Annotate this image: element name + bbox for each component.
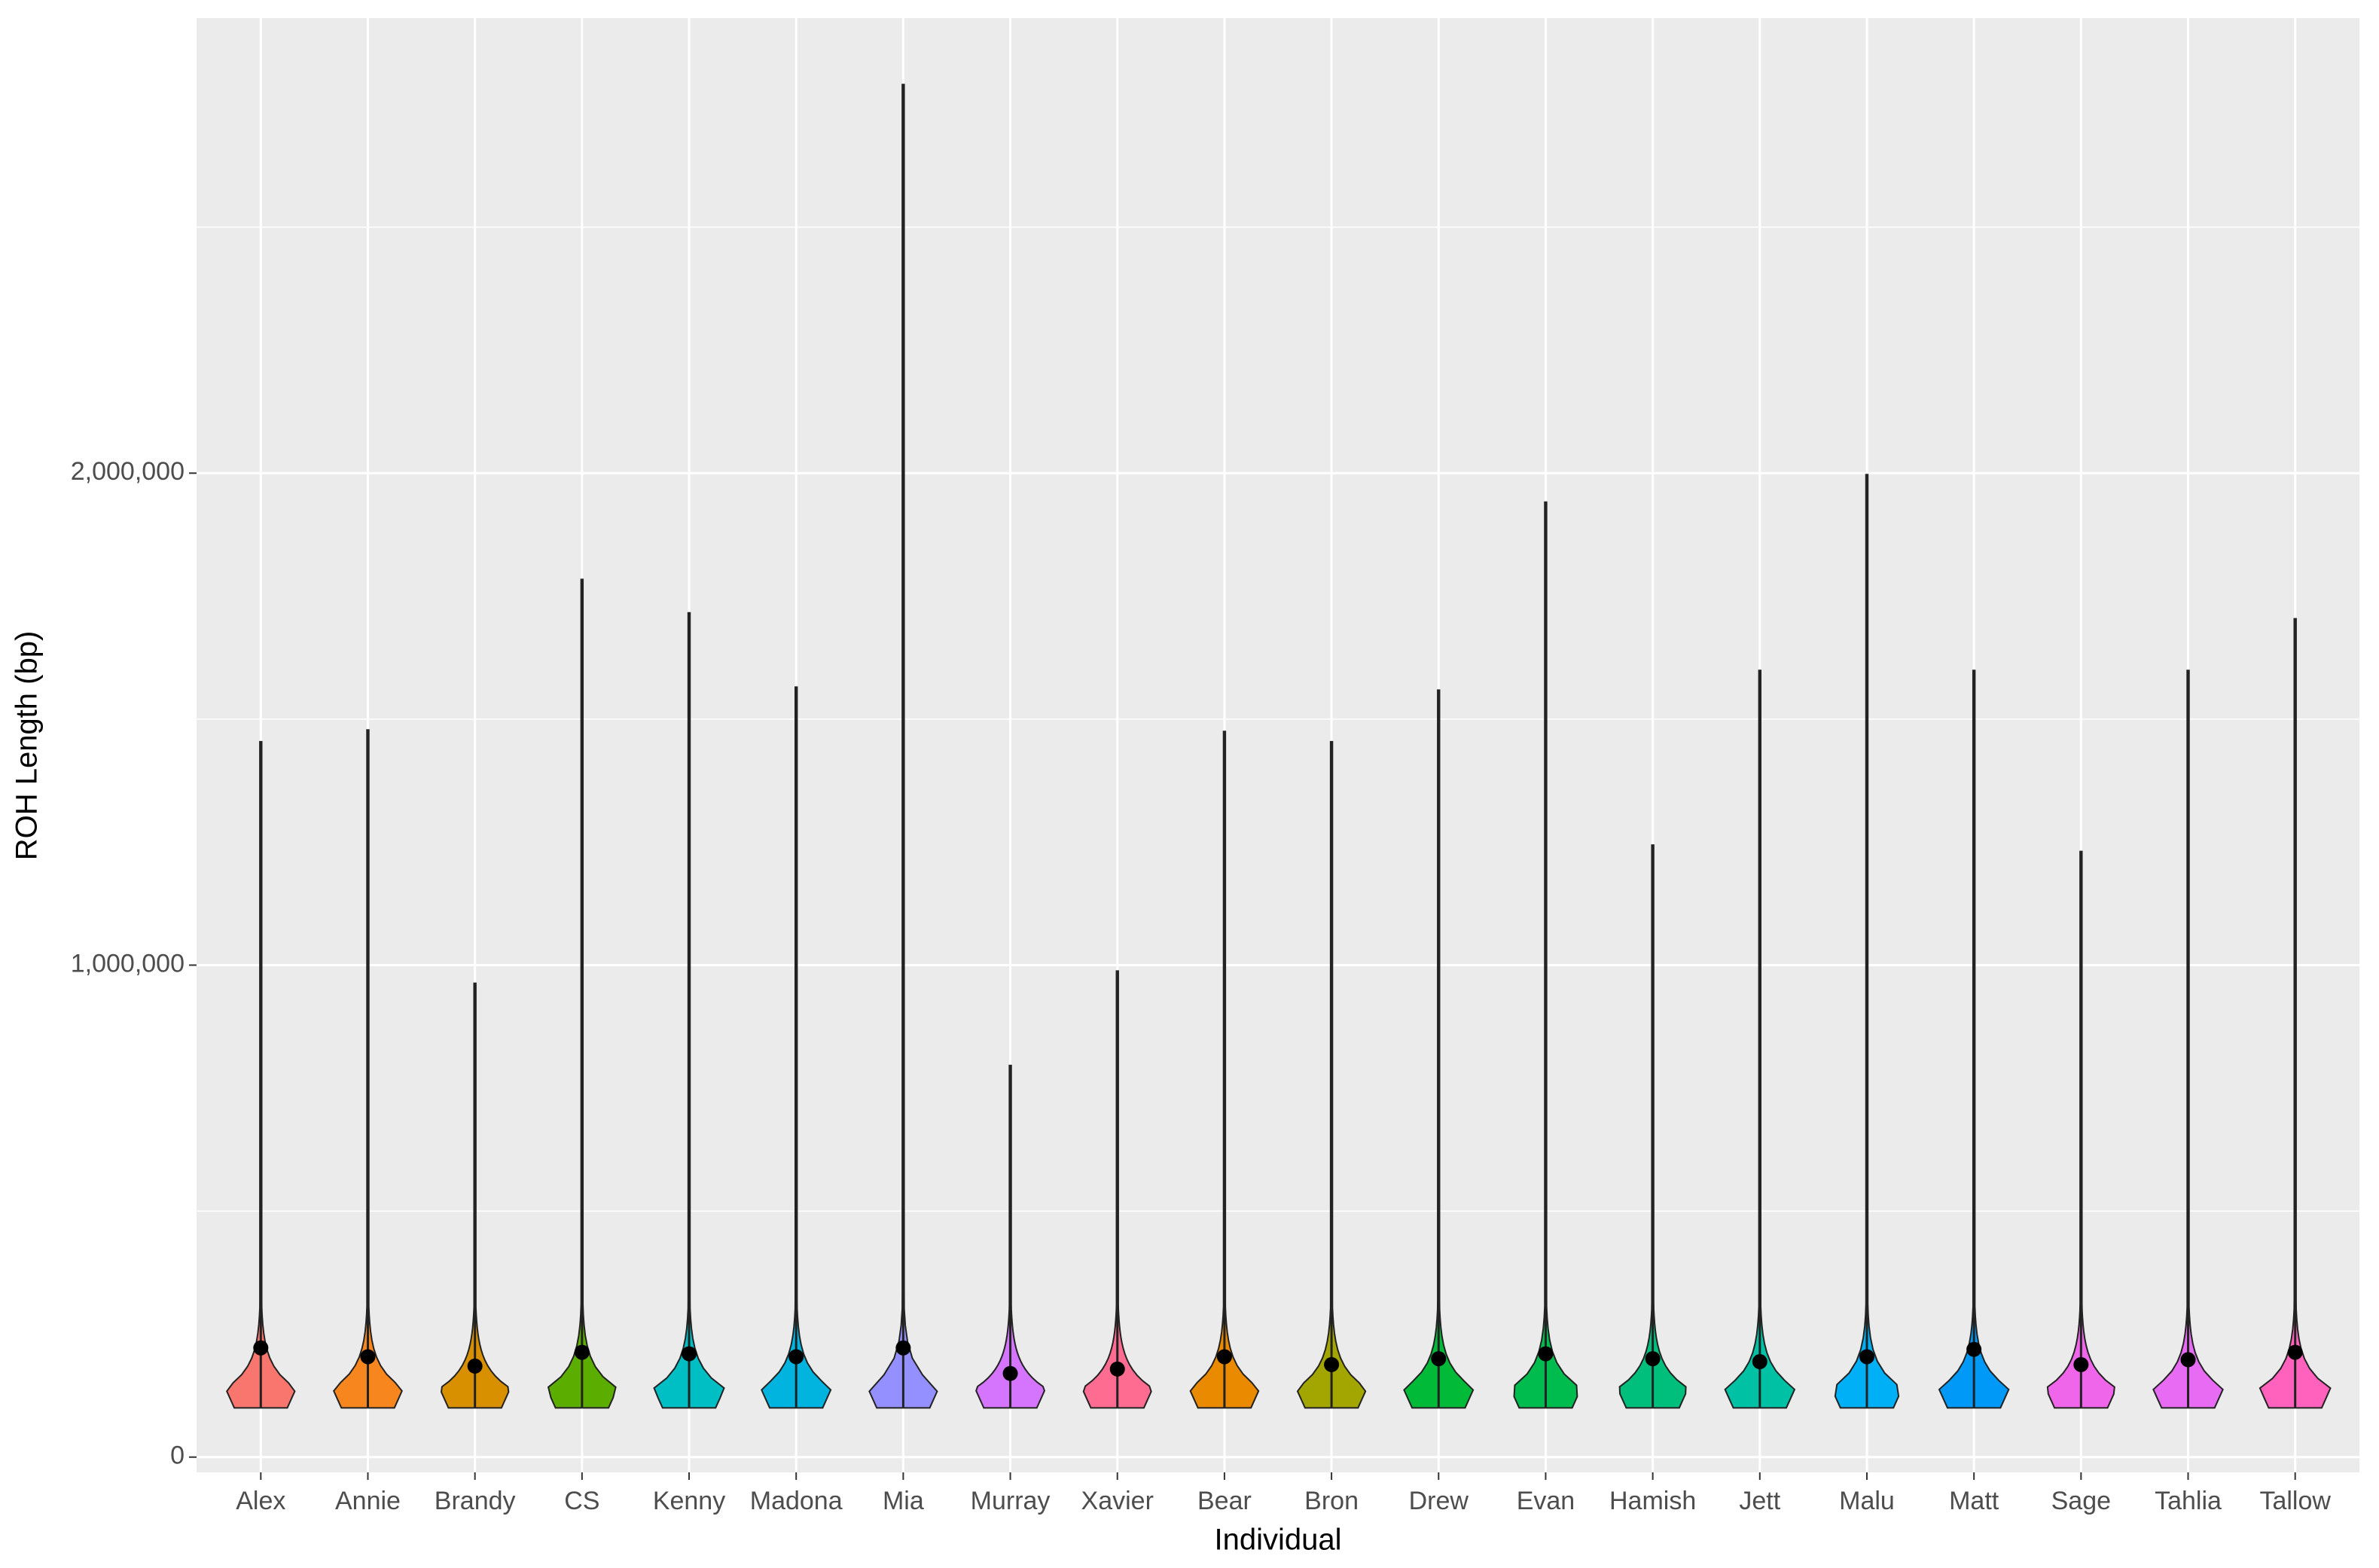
x-tick-label: CS xyxy=(564,1487,599,1515)
mean-point xyxy=(1002,1365,1018,1381)
x-tick-label: Madona xyxy=(750,1487,843,1515)
mean-point xyxy=(1431,1351,1447,1367)
mean-point xyxy=(1109,1361,1125,1377)
panel xyxy=(197,18,2359,1472)
y-tick-label: 1,000,000 xyxy=(71,949,185,978)
mean-point xyxy=(895,1340,911,1356)
y-tick-label: 2,000,000 xyxy=(71,457,185,486)
mean-point xyxy=(2287,1344,2303,1360)
mean-point xyxy=(360,1349,376,1365)
mean-point xyxy=(574,1344,590,1360)
y-tick-label: 0 xyxy=(170,1441,185,1470)
mean-point xyxy=(1324,1356,1340,1372)
mean-point xyxy=(253,1340,269,1356)
x-tick-label: Jett xyxy=(1739,1487,1780,1515)
x-tick-label: Sage xyxy=(2051,1487,2111,1515)
mean-point xyxy=(2073,1356,2089,1372)
mean-point xyxy=(467,1358,483,1374)
x-tick-label: Murray xyxy=(971,1487,1051,1515)
x-tick-label: Brandy xyxy=(435,1487,516,1515)
x-tick-label: Kenny xyxy=(653,1487,725,1515)
x-tick-label: Bron xyxy=(1304,1487,1359,1515)
y-axis-title: ROH Length (bp) xyxy=(11,631,44,861)
mean-point xyxy=(682,1346,697,1362)
mean-point xyxy=(1645,1351,1661,1367)
x-axis-title: Individual xyxy=(1214,1524,1341,1557)
mean-point xyxy=(2180,1352,2196,1368)
x-tick-label: Matt xyxy=(1949,1487,1999,1515)
x-tick-label: Bear xyxy=(1197,1487,1252,1515)
x-tick-label: Evan xyxy=(1517,1487,1575,1515)
mean-point xyxy=(788,1349,804,1365)
x-tick-label: Hamish xyxy=(1609,1487,1696,1515)
mean-point xyxy=(1538,1346,1554,1362)
x-tick-label: Mia xyxy=(883,1487,924,1515)
x-tick-label: Xavier xyxy=(1081,1487,1154,1515)
x-tick-label: Annie xyxy=(335,1487,401,1515)
x-tick-label: Tahlia xyxy=(2155,1487,2222,1515)
x-tick-label: Drew xyxy=(1409,1487,1469,1515)
x-tick-label: Alex xyxy=(236,1487,285,1515)
mean-point xyxy=(1752,1354,1767,1370)
mean-point xyxy=(1216,1349,1232,1365)
mean-point xyxy=(1859,1349,1874,1365)
x-tick-label: Malu xyxy=(1839,1487,1895,1515)
x-tick-label: Tallow xyxy=(2259,1487,2331,1515)
mean-point xyxy=(1966,1341,1982,1357)
